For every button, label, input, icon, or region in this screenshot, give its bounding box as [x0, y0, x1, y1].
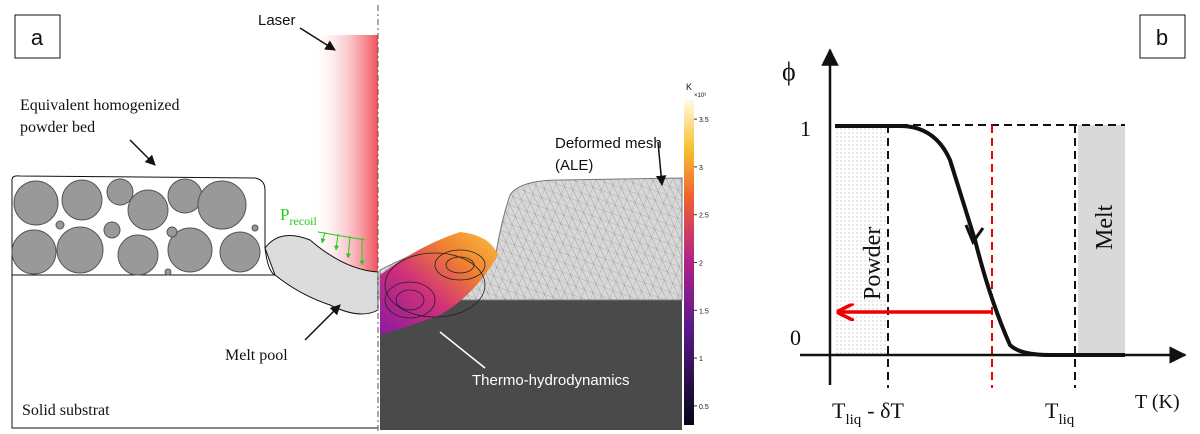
x-axis-label: T (K) — [1135, 391, 1180, 413]
colorbar-unit: K — [686, 82, 692, 92]
symbol: T — [1045, 398, 1059, 423]
panel-label: b — [1156, 25, 1168, 50]
colorbar-tick-label: 3.5 — [699, 117, 709, 124]
arrow — [130, 140, 155, 165]
recoil-subscript: recoil — [289, 214, 317, 228]
powder-bed-label: Equivalent homogenized — [20, 97, 180, 114]
panel-label: a — [31, 25, 44, 50]
laser-beam — [310, 35, 378, 275]
figure: a Laser Precoil Equivalent homogenized p… — [0, 0, 1200, 434]
mesh-label: Deformed mesh — [555, 135, 662, 152]
thermo-label: Thermo-hydrodynamics — [472, 372, 630, 389]
subscript: liq — [1058, 412, 1074, 428]
laser-label: Laser — [258, 12, 296, 29]
y-tick: 0 — [790, 325, 801, 350]
colorbar-tick-label: 2.5 — [699, 213, 709, 220]
colorbar — [684, 100, 694, 425]
t-liq: Tliq — [1045, 398, 1075, 428]
colorbar-tick-label: 2 — [699, 261, 703, 268]
colorbar-tick-label: 3 — [699, 165, 703, 172]
y-axis-label: ϕ — [782, 57, 796, 86]
colorbar-tick-label: 1.5 — [699, 308, 709, 315]
arrow — [305, 305, 340, 340]
powder-bed-label: powder bed — [20, 119, 95, 136]
colorbar-tick-label: 0.5 — [699, 404, 709, 411]
melt-label: Melt — [1092, 204, 1118, 250]
powder-label: Powder — [860, 227, 886, 300]
substrate-label: Solid substrat — [22, 402, 110, 419]
suffix: - δT — [867, 398, 904, 423]
mesh-label: (ALE) — [555, 157, 593, 174]
recoil-symbol: P — [280, 205, 289, 224]
colorbar-scale: ×10³ — [694, 93, 706, 99]
melt-pool-label: Melt pool — [225, 347, 288, 364]
subscript: liq — [845, 412, 861, 428]
colorbar-tick-label: 1 — [699, 356, 703, 363]
t-liq-minus: Tliq - δT — [832, 398, 904, 428]
symbol: T — [832, 398, 846, 423]
y-tick: 1 — [800, 116, 811, 141]
